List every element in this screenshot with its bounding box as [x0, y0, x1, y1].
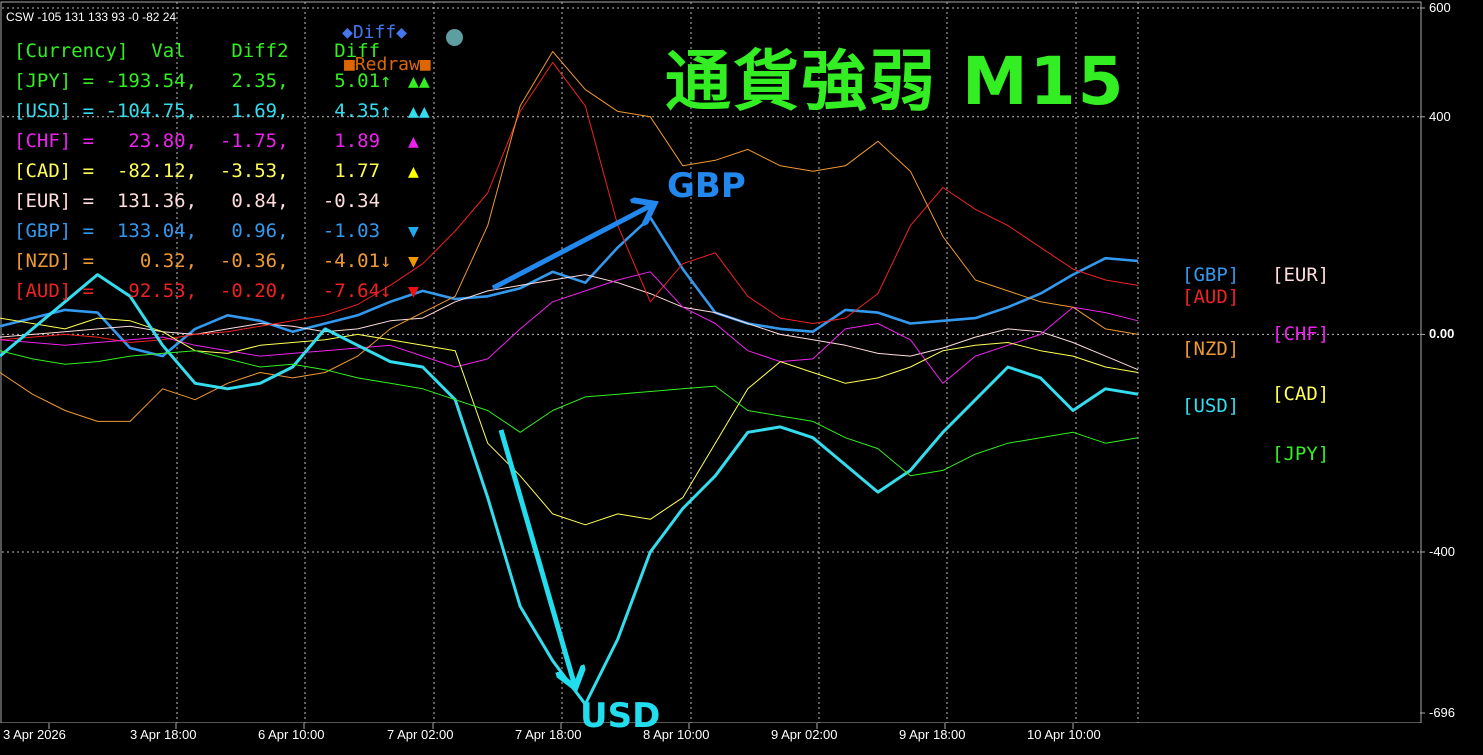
x-tick-label: 8 Apr 10:00	[643, 727, 710, 742]
legend-item: [EUR]	[1272, 264, 1330, 286]
usd-arrow-icon	[498, 429, 574, 683]
legend-item: [JPY]	[1272, 443, 1330, 465]
legend-item: [AUD]	[1182, 286, 1240, 308]
gbp-arrow-icon	[491, 206, 650, 291]
trend-up-icon: ▲	[408, 131, 419, 152]
table-row: [GBP] = 133.04, 0.96, -1.03	[14, 220, 392, 242]
legend-item: [CAD]	[1272, 383, 1330, 405]
trend-up-icon: ▲▲	[408, 71, 430, 92]
legend-item: [USD]	[1182, 395, 1240, 417]
header-text: CSW -105 131 133 93 -0 -82 24	[6, 10, 177, 24]
grid-lines	[2, 2, 1420, 723]
series-line-chf	[0, 271, 1139, 384]
x-tick-label: 9 Apr 02:00	[771, 727, 838, 742]
trend-down-icon: ▼	[408, 251, 419, 272]
y-tick-label: 400	[1429, 108, 1451, 124]
annotation-label: GBP	[667, 166, 746, 206]
redraw-button[interactable]: ■Redraw■	[344, 54, 431, 75]
annotation-label: USD	[580, 696, 661, 736]
legend-item: [CHF]	[1272, 323, 1330, 345]
y-axis	[1420, 7, 1425, 714]
x-tick-label: 7 Apr 18:00	[515, 727, 582, 742]
table-header: [Currency] Val Diff2 Diff	[14, 40, 381, 62]
page-title: 通貨強弱 M15	[665, 43, 1126, 120]
trend-down-icon: ▼	[408, 281, 419, 302]
trend-down-icon: ▼	[408, 221, 419, 242]
x-tick-label: 6 Apr 10:00	[258, 727, 325, 742]
table-row: [USD] = -104.75, 1.69, 4.35↑	[14, 100, 392, 122]
annotation-arrows	[491, 206, 650, 683]
legend-item: [NZD]	[1182, 338, 1240, 360]
series-line-cad	[0, 317, 1139, 526]
trend-up-icon: ▲	[408, 161, 419, 182]
y-tick-label: 600	[1429, 0, 1451, 15]
table-row: [EUR] = 131.36, 0.84, -0.34	[14, 190, 392, 212]
series-line-eur	[0, 274, 1139, 371]
series-lines	[0, 51, 1139, 706]
table-row: [NZD] = 0.32, -0.36, -4.01↓	[14, 250, 392, 272]
y-tick-label: 0.00	[1429, 326, 1455, 342]
x-axis-band	[0, 723, 1483, 755]
x-tick-label: 3 Apr 2026	[3, 727, 66, 742]
series-line-jpy	[0, 350, 1139, 477]
x-tick-label: 7 Apr 02:00	[387, 727, 454, 742]
table-row: [CAD] = -82.12, -3.53, 1.77	[14, 160, 392, 182]
y-tick-label: -696	[1429, 705, 1456, 720]
legend-item: [GBP]	[1182, 264, 1240, 286]
diff-button[interactable]: ◆Diff◆	[342, 22, 408, 43]
x-tick-label: 10 Apr 10:00	[1027, 727, 1101, 742]
series-line-aud	[0, 61, 1139, 343]
x-axis	[48, 723, 1074, 729]
table-row: [AUD] = 92.53, -0.20, -7.64↓	[14, 280, 392, 302]
table-row: [JPY] = -193.54, 2.35, 5.01↑	[14, 70, 392, 92]
series-line-nzd	[0, 51, 1139, 422]
x-tick-label: 3 Apr 18:00	[130, 727, 197, 742]
x-tick-label: 9 Apr 18:00	[899, 727, 966, 742]
status-dot-icon[interactable]	[446, 29, 463, 46]
table-row: [CHF] = 23.80, -1.75, 1.89	[14, 130, 392, 152]
y-tick-label: -400	[1429, 543, 1456, 559]
trend-up-icon: ▲▲	[408, 101, 430, 122]
plot-frame	[0, 1, 1422, 724]
